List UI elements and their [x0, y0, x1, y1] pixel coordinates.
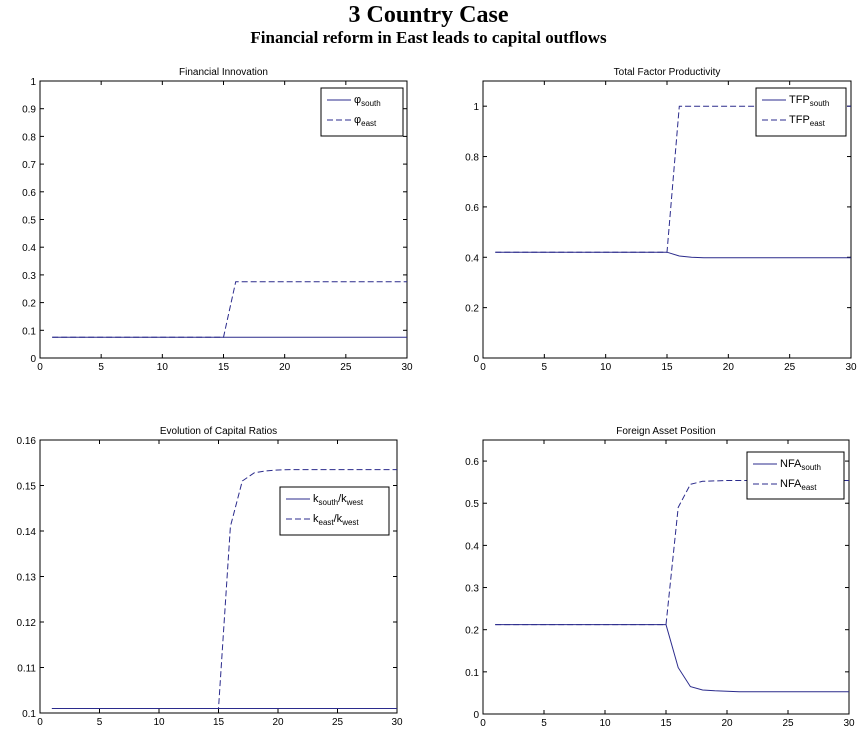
- page-subtitle: Financial reform in East leads to capita…: [250, 28, 607, 47]
- y-tick-label: 1: [473, 102, 479, 113]
- legend-box: [320, 87, 404, 137]
- legend-box: [746, 451, 845, 500]
- legend-label: φeast: [354, 114, 377, 128]
- legend-label: φsouth: [354, 94, 381, 108]
- y-tick-label: 0.6: [465, 457, 479, 468]
- y-tick-label: 0.8: [465, 153, 479, 164]
- x-tick-label: 15: [661, 362, 673, 373]
- plot-area: [39, 439, 398, 714]
- y-tick-label: 0.11: [17, 664, 36, 675]
- x-tick-label: 10: [157, 362, 169, 373]
- legend-label: keast/kwest: [313, 513, 359, 527]
- legend-box: [755, 87, 847, 137]
- x-tick-label: 0: [37, 362, 43, 373]
- x-tick-label: 30: [391, 717, 403, 728]
- x-tick-label: 30: [845, 362, 857, 373]
- chart-title: Evolution of Capital Ratios: [160, 426, 277, 437]
- x-tick-label: 25: [332, 717, 344, 728]
- series-line-east: [495, 105, 851, 253]
- y-tick-label: 0.6: [22, 188, 36, 199]
- series-line-east: [495, 480, 849, 626]
- x-tick-label: 5: [541, 718, 547, 729]
- x-tick-label: 15: [218, 362, 230, 373]
- x-tick-label: 25: [782, 718, 794, 729]
- x-tick-label: 0: [480, 362, 486, 373]
- y-tick-label: 0.12: [17, 618, 37, 629]
- y-tick-label: 0.14: [17, 527, 37, 538]
- y-tick-label: 0.9: [22, 105, 36, 116]
- y-tick-label: 0.2: [465, 626, 479, 637]
- legend-label: TFPsouth: [789, 94, 829, 108]
- legend-label: NFAeast: [780, 478, 817, 492]
- legend-label: TFPeast: [789, 114, 826, 128]
- series-line-east: [51, 469, 397, 709]
- legend-box: [279, 486, 390, 536]
- chart-title: Foreign Asset Position: [616, 426, 716, 437]
- y-tick-label: 0.1: [465, 668, 479, 679]
- y-tick-label: 0.15: [17, 482, 37, 493]
- x-tick-label: 30: [843, 718, 855, 729]
- y-tick-label: 0: [473, 354, 479, 365]
- x-tick-label: 0: [480, 718, 486, 729]
- y-tick-label: 0.4: [465, 541, 479, 552]
- chart-title: Total Factor Productivity: [614, 67, 721, 78]
- y-tick-label: 0.13: [17, 573, 37, 584]
- y-tick-label: 0.3: [465, 584, 479, 595]
- y-tick-label: 0.7: [22, 160, 36, 171]
- x-tick-label: 20: [721, 718, 733, 729]
- chart-title: Financial Innovation: [179, 67, 268, 78]
- series-line-south: [495, 251, 851, 259]
- y-tick-label: 0.2: [22, 299, 36, 310]
- y-tick-label: 0.4: [22, 243, 36, 254]
- x-tick-label: 5: [97, 717, 103, 728]
- y-tick-label: 0.8: [22, 132, 36, 143]
- x-tick-label: 5: [542, 362, 548, 373]
- x-tick-label: 30: [401, 362, 413, 373]
- y-tick-label: 1: [30, 77, 36, 88]
- x-tick-label: 10: [153, 717, 165, 728]
- x-tick-label: 20: [272, 717, 284, 728]
- y-tick-label: 0.3: [22, 271, 36, 282]
- x-tick-label: 25: [340, 362, 352, 373]
- page-title: 3 Country Case: [348, 2, 509, 28]
- x-tick-label: 15: [660, 718, 672, 729]
- series-line-east: [52, 281, 407, 338]
- series-line-south: [495, 624, 849, 693]
- x-tick-label: 20: [723, 362, 735, 373]
- x-tick-label: 25: [784, 362, 796, 373]
- y-tick-label: 0.1: [22, 326, 36, 337]
- legend-label: ksouth/kwest: [313, 493, 364, 507]
- x-tick-label: 15: [213, 717, 225, 728]
- legend-label: NFAsouth: [780, 458, 821, 472]
- y-tick-label: 0.5: [22, 216, 36, 227]
- y-tick-label: 0.1: [22, 709, 36, 720]
- y-tick-label: 0.16: [17, 436, 37, 447]
- y-tick-label: 0.2: [465, 304, 479, 315]
- y-tick-label: 0: [473, 710, 479, 721]
- x-tick-label: 0: [37, 717, 43, 728]
- y-tick-label: 0.4: [465, 253, 479, 264]
- x-tick-label: 5: [98, 362, 104, 373]
- x-tick-label: 10: [600, 362, 612, 373]
- y-tick-label: 0.6: [465, 203, 479, 214]
- x-tick-label: 10: [599, 718, 611, 729]
- y-tick-label: 0.5: [465, 499, 479, 510]
- x-tick-label: 20: [279, 362, 291, 373]
- y-tick-label: 0: [30, 354, 36, 365]
